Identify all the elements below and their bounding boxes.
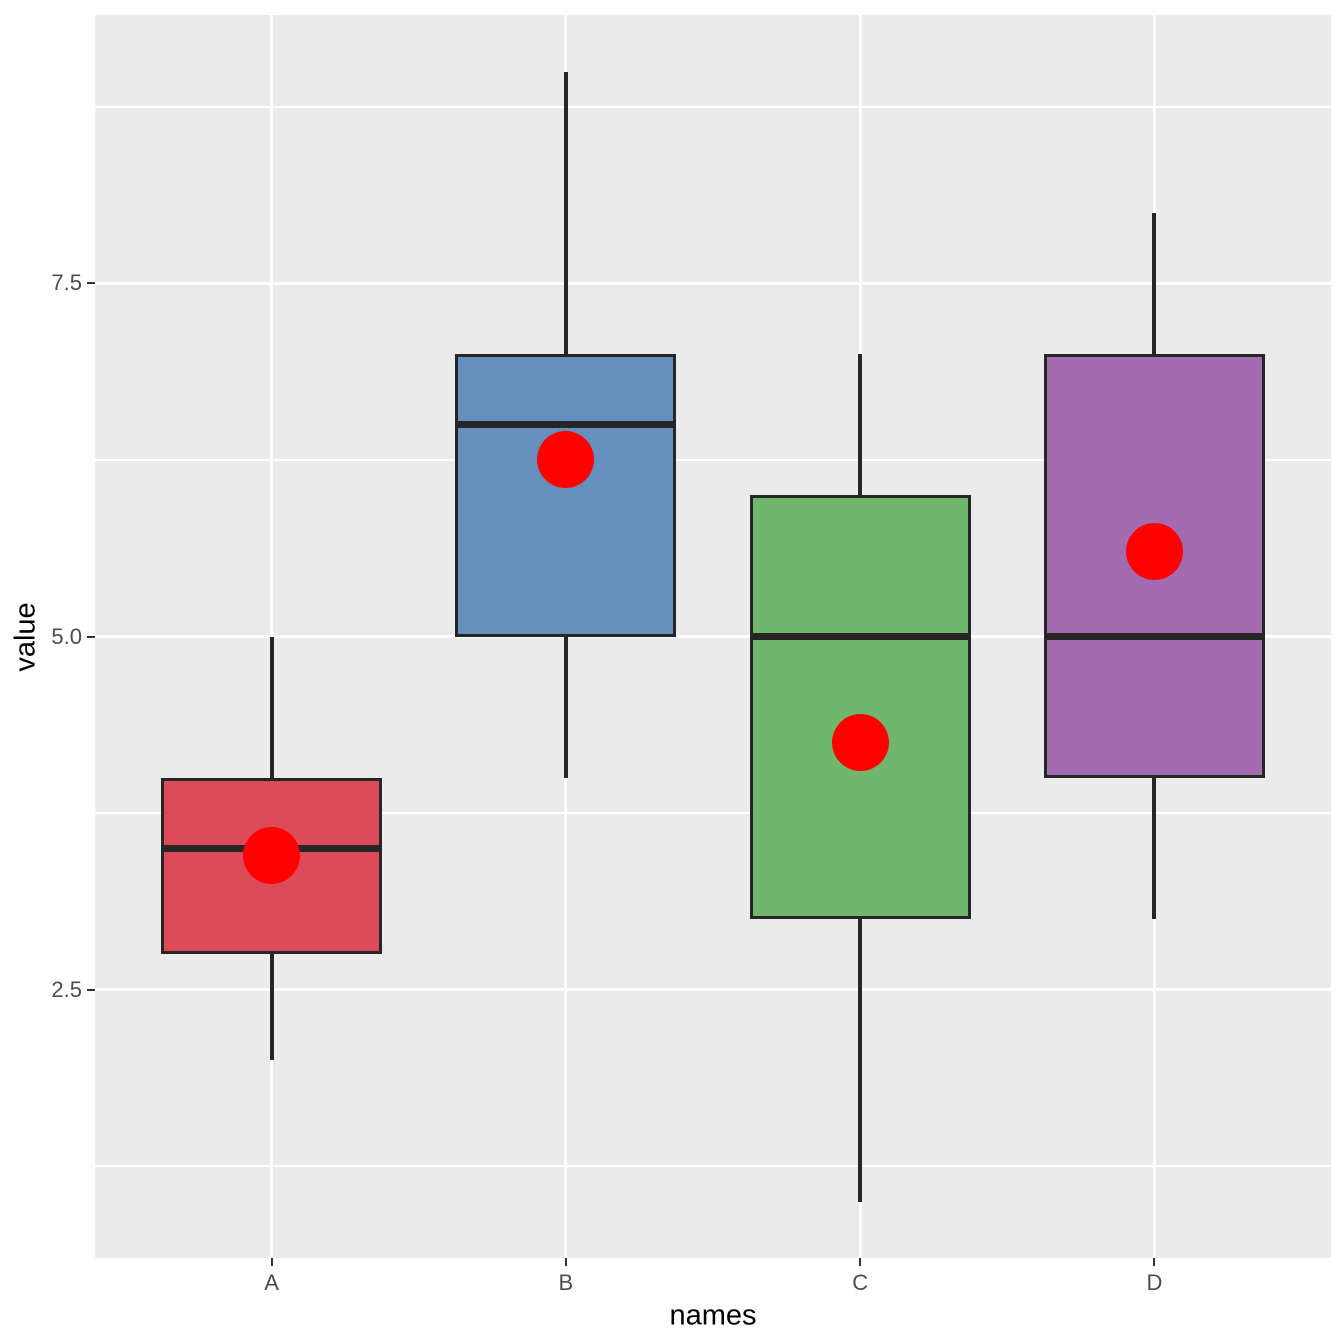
whisker-lower-D [1152, 777, 1157, 919]
y-tick-label-5: 5.0 [51, 623, 82, 649]
minor-gridline-y-3.75 [95, 812, 1331, 815]
major-gridline-y-5 [95, 635, 1331, 638]
whisker-lower-B [563, 636, 568, 778]
median-line-B [455, 421, 677, 429]
minor-gridline-y-6.25 [95, 458, 1331, 461]
y-tick-7.5 [87, 282, 95, 285]
minor-gridline-y-8.75 [95, 105, 1331, 108]
mean-dot-B [537, 431, 595, 489]
whisker-upper-B [563, 71, 568, 354]
y-tick-label-7.5: 7.5 [51, 270, 82, 296]
median-line-D [1043, 633, 1265, 640]
median-line-C [749, 633, 971, 640]
x-tick-C [859, 1258, 862, 1266]
mean-dot-A [243, 826, 301, 884]
x-tick-A [270, 1258, 273, 1266]
y-tick-5 [87, 635, 95, 638]
mean-dot-C [831, 713, 889, 771]
x-tick-label-A: A [264, 1270, 279, 1295]
x-tick-D [1153, 1258, 1156, 1266]
mean-dot-D [1125, 523, 1183, 581]
box-C [749, 495, 971, 919]
major-gridline-y-2.5 [95, 988, 1331, 992]
y-tick-2.5 [87, 988, 95, 991]
whisker-upper-A [269, 636, 274, 778]
minor-gridline-y-1.25 [95, 1165, 1331, 1168]
whisker-lower-C [858, 919, 863, 1202]
x-tick-label-C: C [852, 1270, 869, 1295]
major-gridline-y-7.5 [95, 281, 1331, 285]
box-B [455, 354, 677, 637]
x-tick-label-D: D [1146, 1270, 1163, 1295]
y-tick-label-2.5: 2.5 [51, 976, 82, 1002]
whisker-lower-A [269, 954, 274, 1061]
whisker-upper-C [858, 354, 863, 496]
x-axis-title: names [669, 1299, 757, 1332]
x-tick-B [564, 1258, 567, 1266]
whisker-upper-D [1152, 212, 1157, 354]
x-tick-label-B: B [558, 1270, 574, 1295]
